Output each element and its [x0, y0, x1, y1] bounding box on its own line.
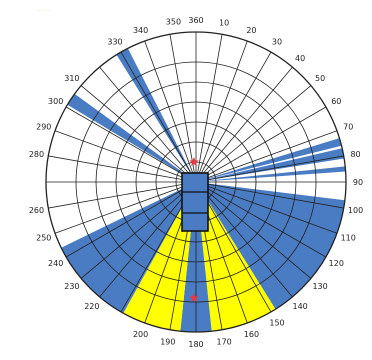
bearing-spoke [195, 181, 293, 298]
bearing-spoke [99, 66, 197, 183]
bearing-label: 330 [107, 38, 122, 47]
blind-zone-sector [196, 182, 345, 310]
bearing-label: 260 [29, 206, 44, 215]
bearing-spoke [80, 181, 197, 279]
blind-zone-sector [61, 182, 197, 314]
visible-sector [123, 182, 196, 332]
bearing-label: 120 [329, 259, 344, 268]
bearing-label: 250 [36, 233, 51, 242]
bearing-label: 60 [331, 97, 341, 106]
bearing-label: 190 [160, 338, 175, 347]
bearing-spoke [195, 181, 344, 209]
sector-layer [61, 48, 346, 333]
bearing-label: 340 [133, 26, 148, 35]
front-marker-icon [189, 157, 199, 167]
bearing-label: 160 [244, 330, 259, 339]
bearing-spoke [195, 85, 312, 183]
bearing-label: 20 [246, 26, 256, 35]
bearing-spoke [195, 181, 327, 258]
bearing-label: 230 [64, 282, 79, 291]
bearing-spoke [48, 155, 197, 183]
bearing-label: 140 [292, 302, 307, 311]
bearing-spoke [195, 181, 312, 279]
bearing-label: 170 [216, 338, 231, 347]
bearing-spoke [65, 106, 197, 183]
bearing-label-layer: 350 360 10 20 30 40 50 60 70 80 90 100 110 120 130 140 1… [29, 16, 363, 349]
bearing-spoke [195, 66, 293, 183]
polar-grid [45, 31, 347, 333]
bearing-label: 180 [188, 340, 203, 349]
bearing-label: 360 [188, 16, 203, 25]
blind-zone-sector [196, 138, 342, 182]
bearing-spoke [195, 181, 338, 234]
bearing-label: 290 [36, 123, 51, 132]
bearing-spoke [169, 34, 197, 183]
bearing-spoke [54, 181, 197, 234]
blind-zone-sector [116, 48, 196, 182]
bearing-spoke [120, 51, 197, 183]
bearing-spoke [144, 40, 197, 183]
bearing-label: 300 [48, 97, 63, 106]
bearing-label: 40 [295, 54, 305, 63]
bearing-label: 50 [315, 74, 325, 83]
bearing-label: 310 [64, 74, 79, 83]
marker-layer [189, 157, 199, 303]
bearing-label: 220 [84, 302, 99, 311]
vehicle-layer [181, 172, 209, 232]
watermark-text: ...... [36, 4, 51, 13]
bearing-label: 70 [343, 123, 353, 132]
bearing-label: 90 [353, 178, 363, 187]
bearing-label: 240 [48, 259, 63, 268]
bearing-spoke [195, 34, 223, 183]
bearing-spoke [195, 155, 344, 183]
bearing-spoke [65, 181, 197, 258]
bearing-label: 150 [269, 318, 284, 327]
rear-marker-icon [189, 293, 199, 303]
bearing-label: 30 [272, 38, 282, 47]
blind-zone-sector [196, 166, 346, 182]
bearing-label: 110 [341, 233, 356, 242]
bearing-spoke [99, 181, 197, 298]
vehicle-outline-icon [181, 172, 209, 232]
bearing-label: 350 [166, 18, 181, 27]
bearing-label: 200 [133, 330, 148, 339]
bearing-spoke [195, 106, 327, 183]
bearing-label: 80 [350, 150, 360, 159]
bearing-label: 280 [29, 150, 44, 159]
blind-zone-sector [67, 93, 196, 182]
bearing-label: 100 [348, 206, 363, 215]
bearing-label: 130 [312, 282, 327, 291]
bearing-spoke [80, 85, 197, 183]
bearing-spoke [48, 181, 197, 209]
bearing-spoke [195, 51, 272, 183]
blind-zone-sector [196, 148, 345, 182]
bearing-spoke [54, 130, 197, 183]
bearing-spoke [195, 130, 338, 183]
bearing-spoke [195, 40, 248, 183]
bearing-label: 10 [219, 18, 229, 27]
